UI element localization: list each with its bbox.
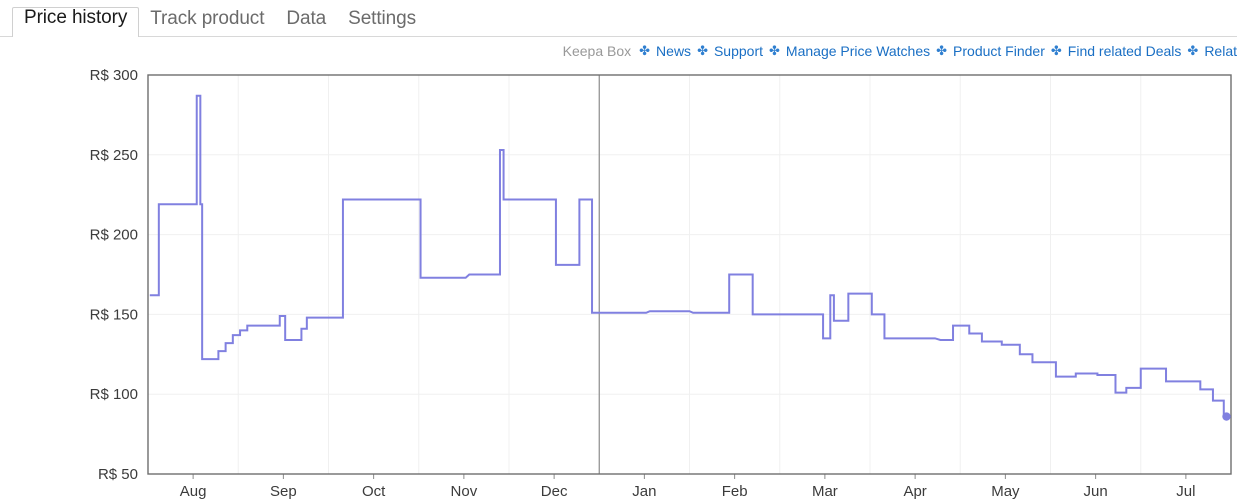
- current-price-marker[interactable]: [1222, 412, 1231, 421]
- subnav-separator-icon: ✤: [1187, 43, 1199, 58]
- x-axis-tick-label: Sep: [270, 483, 297, 500]
- subnav-link-manage-price-watches[interactable]: Manage Price Watches: [785, 43, 931, 59]
- y-axis-tick-label: R$ 150: [90, 306, 138, 323]
- subnav-link-news[interactable]: News: [656, 43, 692, 59]
- subnav-link-product-finder[interactable]: Product Finder: [953, 43, 1045, 59]
- plot-area-border: [147, 74, 1232, 475]
- y-axis-tick-label: R$ 100: [90, 386, 138, 403]
- keepa-subnav: Keepa Box ✤ News ✤ Support ✤ Manage Price Watc…: [563, 40, 1237, 62]
- keepa-box-label: Keepa Box: [562, 43, 632, 59]
- subnav-separator-icon: ✤: [769, 43, 780, 58]
- x-axis-tick-label: Mar: [812, 483, 838, 500]
- tab-track-product[interactable]: Track product: [150, 8, 265, 29]
- price-chart-svg[interactable]: R$ 300 R$ 250 R$ 200 R$ 150 R$ 100 R$ 50 Aug Se…: [0, 62, 1237, 500]
- subnav-link-find-related-deals[interactable]: Find related Deals: [1067, 43, 1182, 59]
- x-axis-tick-label: Jun: [1084, 483, 1108, 500]
- tab-bar-underline: [0, 36, 1237, 37]
- subnav-separator-icon: ✤: [1050, 43, 1062, 58]
- price-history-chart[interactable]: R$ 300 R$ 250 R$ 200 R$ 150 R$ 100 R$ 50 Aug Se…: [0, 62, 1237, 500]
- y-axis-tick-label: R$ 50: [98, 466, 138, 483]
- y-axis-tick-label: R$ 250: [90, 147, 138, 164]
- x-axis-tick-label: May: [991, 483, 1020, 500]
- y-axis-tick-label: R$ 200: [90, 227, 138, 244]
- subnav-separator-icon: ✤: [936, 43, 948, 58]
- tab-price-history[interactable]: Price history: [12, 7, 140, 38]
- tab-bar: Price history Track product Data Settings: [0, 0, 1237, 38]
- x-axis-tick-label: Dec: [541, 483, 568, 500]
- x-axis-tick-label: Feb: [722, 483, 748, 500]
- x-axis-tick-label: Aug: [180, 483, 207, 500]
- y-axis-tick-label: R$ 300: [90, 67, 138, 84]
- subnav-separator-icon: ✤: [639, 43, 651, 58]
- x-axis-tick-label: Jan: [632, 483, 656, 500]
- subnav-separator-icon: ✤: [697, 43, 708, 58]
- x-axis-tick-label: Oct: [362, 483, 386, 500]
- x-axis-tick-label: Apr: [903, 483, 926, 500]
- x-axis-tick-label: Jul: [1176, 483, 1195, 500]
- subnav-link-support[interactable]: Support: [713, 43, 764, 59]
- price-line-series: [149, 94, 1230, 418]
- x-axis-tick-label: Nov: [451, 483, 478, 500]
- tab-settings[interactable]: Settings: [348, 8, 416, 29]
- subnav-link-relat[interactable]: Relat: [1204, 43, 1237, 59]
- tab-data[interactable]: Data: [286, 8, 327, 29]
- tab-list: Price history Track product Data Settings: [12, 0, 427, 38]
